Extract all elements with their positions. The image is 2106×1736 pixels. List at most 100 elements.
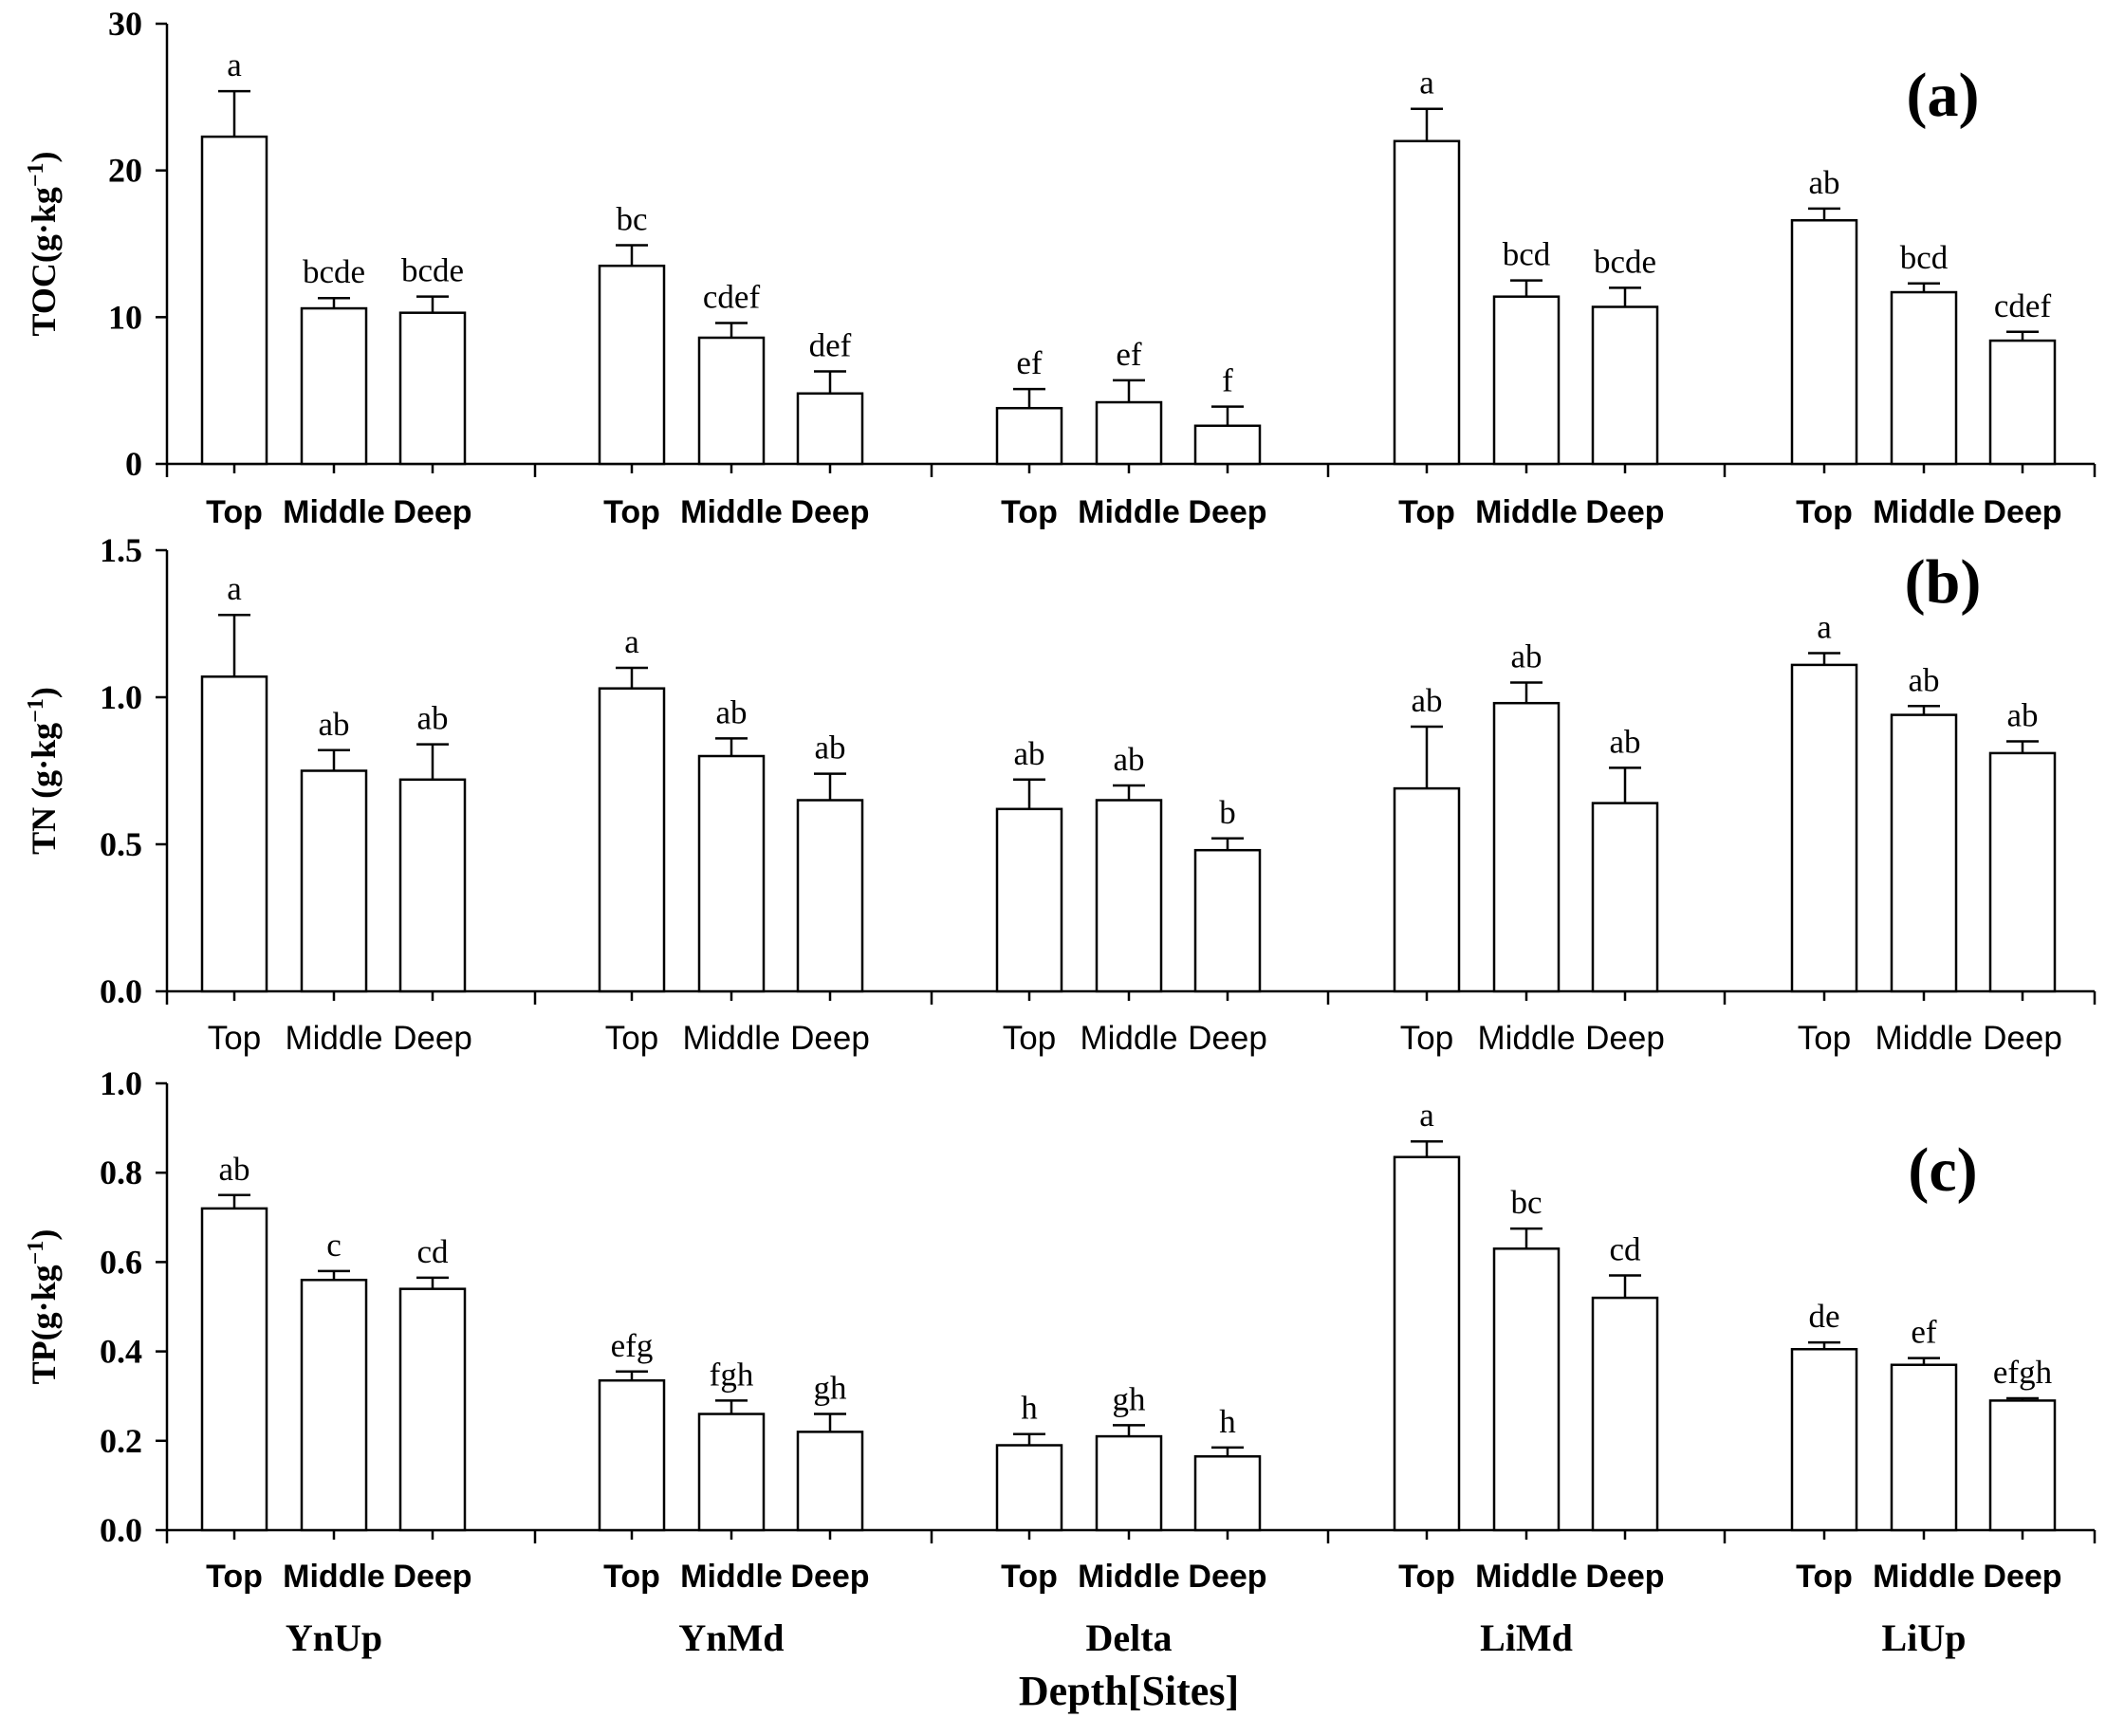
y-tick-label: 0.0 [100, 1511, 142, 1549]
bar-ynup-top [200, 675, 268, 993]
significance-label: bc [1510, 1184, 1542, 1221]
site-label-liup: LiUp [1882, 1616, 1967, 1659]
bar-ynmd-middle [697, 754, 766, 993]
bar-ynmd-middle [697, 1413, 766, 1532]
bar-delta-middle [1095, 1434, 1163, 1532]
significance-label: cdef [703, 279, 761, 316]
bar-limd-deep [1591, 802, 1659, 993]
chart-panel-2: 0.00.51.01.5TN (g·kg−1)(b)aTopabMiddleab… [24, 531, 2097, 1057]
bar-ynmd-middle [697, 336, 766, 466]
significance-label: bcd [1900, 239, 1949, 276]
significance-label: a [624, 623, 639, 660]
significance-label: f [1222, 362, 1233, 399]
y-tick-label: 10 [108, 298, 142, 336]
depth-tick-label: Middle [283, 494, 385, 530]
depth-tick-label: Deep [1585, 494, 1664, 530]
significance-label: ab [2006, 697, 2038, 734]
depth-tick-label: Top [1398, 1559, 1455, 1595]
y-tick-label: 1.0 [100, 678, 142, 716]
significance-label: b [1219, 794, 1236, 831]
depth-tick-label: Deep [1585, 1559, 1664, 1595]
bar-limd-top [1393, 786, 1461, 993]
depth-tick-label: Middle [1873, 1559, 1975, 1595]
depth-tick-label: Top [1798, 1020, 1851, 1057]
depth-tick-label: Top [1001, 1559, 1058, 1595]
bar-ynup-middle [300, 306, 368, 466]
depth-tick-label: Top [1400, 1020, 1453, 1057]
significance-label: gh [814, 1370, 848, 1407]
bar-liup-middle [1890, 713, 1958, 993]
significance-label: bcde [303, 253, 365, 290]
depth-tick-label: Middle [680, 494, 783, 530]
bar-delta-deep [1193, 848, 1262, 993]
bar-ynup-middle [300, 769, 368, 993]
depth-tick-label: Deep [1983, 494, 2061, 530]
y-tick-label: 1.0 [100, 1064, 142, 1102]
significance-label: efg [611, 1327, 654, 1364]
depth-tick-label: Deep [1188, 1559, 1266, 1595]
y-tick-label: 0.0 [100, 972, 142, 1010]
bar-liup-deep [1988, 1399, 2057, 1532]
significance-label: ef [1911, 1314, 1937, 1351]
y-tick-label: 30 [108, 5, 142, 43]
bar-liup-top [1790, 1347, 1858, 1532]
significance-label: de [1808, 1298, 1839, 1335]
significance-label: ab [218, 1151, 249, 1188]
bar-limd-deep [1591, 1296, 1659, 1532]
depth-tick-label: Middle [1078, 494, 1180, 530]
depth-tick-label: Deep [790, 1020, 870, 1057]
y-axis-title: TOC(g·kg−1) [24, 151, 63, 336]
depth-tick-label: Deep [393, 1020, 472, 1057]
bar-liup-deep [1988, 339, 2057, 466]
bar-ynmd-deep [796, 799, 864, 993]
y-axis-title: TP(g·kg−1) [24, 1229, 63, 1385]
significance-label: ef [1016, 344, 1043, 381]
significance-label: ef [1116, 336, 1142, 373]
bar-limd-top [1393, 1155, 1461, 1532]
significance-label: bc [616, 201, 647, 238]
significance-label: fgh [710, 1356, 754, 1393]
depth-tick-label: Middle [1475, 494, 1578, 530]
bar-ynup-middle [300, 1278, 368, 1532]
y-tick-label: 0 [125, 445, 142, 483]
significance-label: gh [1113, 1380, 1147, 1417]
depth-tick-label: Top [1398, 494, 1455, 530]
panel-label: (c) [1908, 1136, 1977, 1205]
significance-label: cd [416, 1233, 449, 1270]
site-labels: YnUp YnMd Delta LiMd LiUp [286, 1616, 1967, 1659]
bar-delta-deep [1193, 424, 1262, 466]
significance-label: def [809, 327, 852, 364]
site-label-ynup: YnUp [286, 1616, 382, 1659]
depth-tick-label: Top [605, 1020, 658, 1057]
bar-liup-middle [1890, 1363, 1958, 1532]
depth-tick-label: Middle [1477, 1020, 1575, 1057]
significance-label: ab [1808, 164, 1839, 201]
depth-tick-label: Top [1003, 1020, 1056, 1057]
depth-tick-label: Top [206, 494, 263, 530]
significance-label: bcd [1503, 236, 1551, 273]
significance-label: a [227, 570, 242, 607]
depth-tick-label: Deep [393, 494, 471, 530]
bar-liup-top [1790, 219, 1858, 466]
significance-label: c [326, 1227, 342, 1264]
depth-tick-label: Middle [285, 1020, 382, 1057]
bar-ynup-deep [398, 311, 467, 466]
site-label-ynmd: YnMd [678, 1616, 784, 1659]
significance-label: ab [1113, 741, 1144, 778]
significance-label: h [1219, 1403, 1236, 1440]
depth-tick-label: Top [603, 1559, 660, 1595]
significance-label: ab [1013, 735, 1044, 772]
bar-ynup-deep [398, 778, 467, 993]
bar-limd-deep [1591, 305, 1659, 466]
depth-tick-label: Top [208, 1020, 261, 1057]
significance-label: ab [1510, 638, 1542, 675]
significance-label: bcde [1594, 243, 1656, 280]
bar-liup-middle [1890, 290, 1958, 466]
bar-ynup-top [200, 1207, 268, 1532]
chart-panels: 0102030TOC(g·kg−1)(a)aTopbcdeMiddlebcdeD… [24, 5, 2097, 1595]
x-axis-title: Depth[Sites] [1019, 1668, 1239, 1714]
depth-tick-label: Middle [1873, 494, 1975, 530]
bar-ynmd-deep [796, 392, 864, 466]
significance-label: cdef [1994, 287, 2052, 324]
